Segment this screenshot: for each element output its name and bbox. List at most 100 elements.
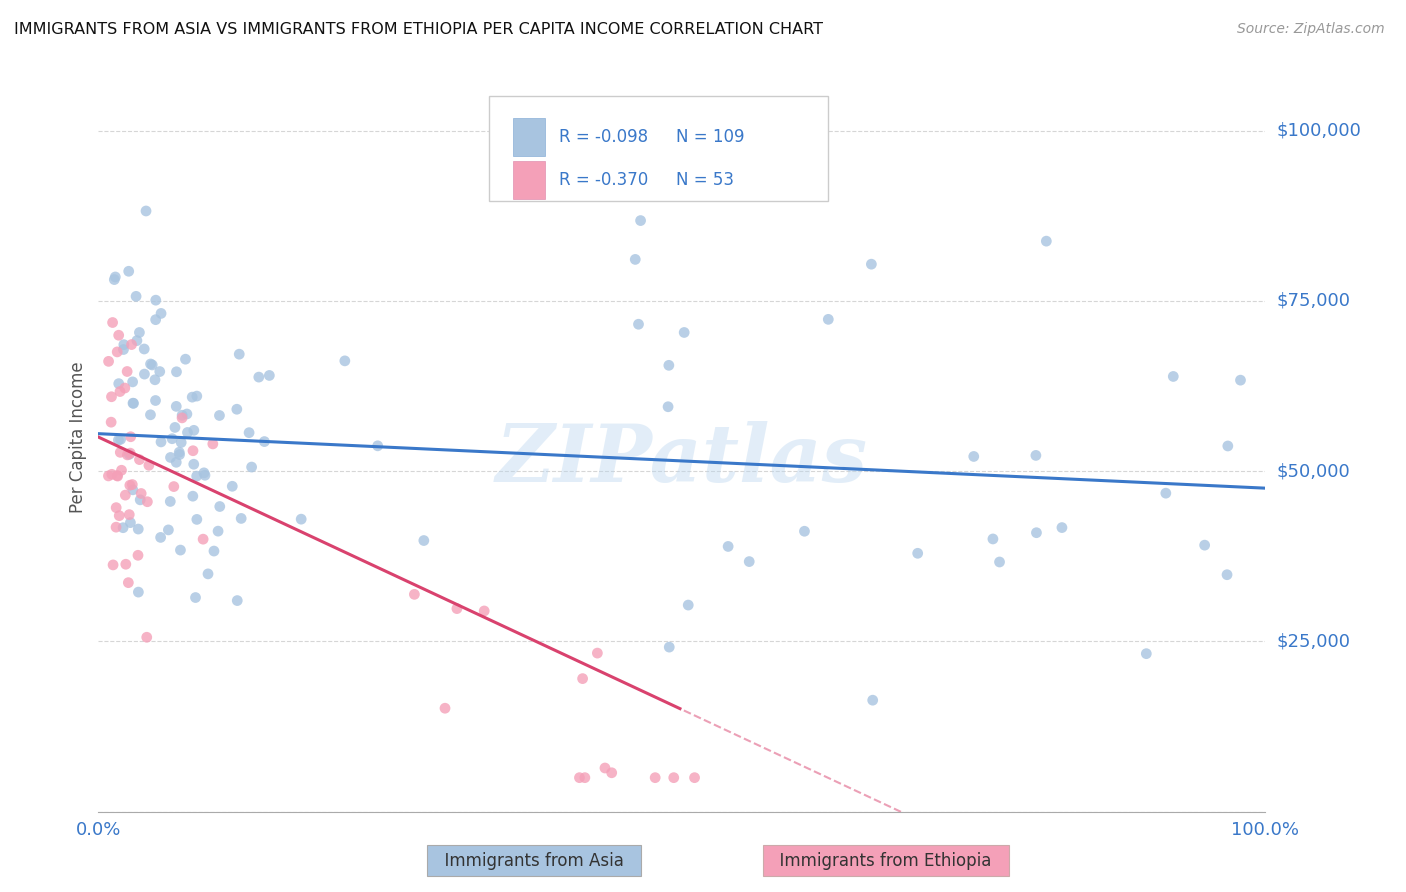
Point bbox=[105, 500, 128, 515]
Point bbox=[434, 701, 457, 715]
Point bbox=[624, 252, 647, 267]
Text: $100,000: $100,000 bbox=[1277, 121, 1361, 139]
Point bbox=[101, 558, 124, 572]
Point bbox=[101, 467, 124, 482]
Point bbox=[101, 316, 124, 330]
Point bbox=[907, 546, 929, 560]
Point bbox=[657, 400, 679, 414]
Point bbox=[120, 430, 142, 444]
Point bbox=[862, 693, 884, 707]
Point bbox=[107, 469, 129, 483]
Point bbox=[121, 483, 143, 497]
Point bbox=[184, 591, 207, 605]
Point bbox=[1229, 373, 1251, 387]
Point bbox=[225, 402, 247, 417]
Point bbox=[412, 533, 434, 548]
Point bbox=[118, 478, 141, 492]
Point bbox=[673, 326, 696, 340]
Point bbox=[129, 492, 152, 507]
Point bbox=[150, 306, 173, 320]
Point bbox=[717, 540, 740, 554]
Point bbox=[630, 213, 652, 227]
Point bbox=[176, 407, 198, 421]
Point bbox=[104, 270, 127, 285]
Point bbox=[662, 771, 685, 785]
Text: $25,000: $25,000 bbox=[1277, 632, 1351, 650]
Point bbox=[247, 370, 270, 384]
Point bbox=[100, 390, 122, 404]
Point bbox=[627, 318, 650, 332]
Point bbox=[333, 354, 356, 368]
Point bbox=[174, 352, 197, 367]
Point bbox=[683, 771, 706, 785]
Point bbox=[117, 575, 139, 590]
Point bbox=[115, 364, 138, 378]
Point bbox=[112, 337, 135, 351]
Point bbox=[159, 494, 181, 508]
Point bbox=[97, 354, 120, 368]
Point bbox=[136, 494, 159, 508]
Point bbox=[118, 508, 141, 522]
Point bbox=[1135, 647, 1157, 661]
Point bbox=[112, 343, 135, 357]
Point bbox=[240, 460, 263, 475]
Text: Immigrants from Ethiopia: Immigrants from Ethiopia bbox=[769, 852, 1002, 870]
Text: Source: ZipAtlas.com: Source: ZipAtlas.com bbox=[1237, 22, 1385, 37]
Point bbox=[988, 555, 1011, 569]
Point bbox=[110, 433, 132, 447]
Point bbox=[231, 511, 253, 525]
Point bbox=[170, 410, 193, 425]
Point bbox=[1050, 520, 1073, 534]
Point bbox=[139, 408, 162, 422]
Point bbox=[1035, 234, 1057, 248]
Point bbox=[571, 672, 593, 686]
Text: IMMIGRANTS FROM ASIA VS IMMIGRANTS FROM ETHIOPIA PER CAPITA INCOME CORRELATION C: IMMIGRANTS FROM ASIA VS IMMIGRANTS FROM … bbox=[14, 22, 823, 37]
Point bbox=[981, 532, 1004, 546]
Point bbox=[165, 455, 187, 469]
Point bbox=[128, 452, 150, 467]
Point bbox=[122, 396, 145, 410]
Point bbox=[118, 264, 141, 278]
Text: $75,000: $75,000 bbox=[1277, 292, 1351, 310]
Point bbox=[114, 381, 136, 395]
Point bbox=[121, 375, 143, 389]
Point bbox=[103, 272, 125, 286]
Point bbox=[110, 463, 132, 477]
Point bbox=[738, 555, 761, 569]
Point bbox=[860, 257, 883, 271]
Point bbox=[163, 420, 186, 434]
Point bbox=[145, 393, 167, 408]
Point bbox=[125, 334, 148, 348]
Bar bbox=[513, 161, 546, 199]
Text: ZIPatlas: ZIPatlas bbox=[496, 421, 868, 499]
Point bbox=[1216, 567, 1239, 582]
Point bbox=[127, 585, 149, 599]
Point bbox=[145, 293, 167, 308]
Point bbox=[128, 326, 150, 340]
Point bbox=[150, 434, 173, 449]
Point bbox=[963, 450, 986, 464]
Point bbox=[114, 558, 136, 572]
Point bbox=[100, 415, 122, 429]
Point bbox=[149, 365, 172, 379]
Point bbox=[193, 466, 215, 480]
Point bbox=[226, 593, 249, 607]
Point bbox=[127, 549, 149, 563]
Point bbox=[112, 521, 135, 535]
Point bbox=[157, 523, 180, 537]
Point bbox=[586, 646, 609, 660]
Point bbox=[1025, 449, 1047, 463]
Point bbox=[181, 443, 204, 458]
Point bbox=[1154, 486, 1177, 500]
Point bbox=[121, 337, 143, 351]
Point bbox=[658, 640, 681, 654]
Point bbox=[107, 433, 129, 447]
Point bbox=[120, 446, 142, 460]
Point bbox=[118, 447, 141, 461]
Point bbox=[1025, 525, 1047, 540]
Point bbox=[141, 358, 163, 372]
Text: R = -0.370: R = -0.370 bbox=[560, 170, 648, 189]
Point bbox=[367, 439, 389, 453]
Point bbox=[793, 524, 815, 539]
Point bbox=[181, 390, 204, 404]
